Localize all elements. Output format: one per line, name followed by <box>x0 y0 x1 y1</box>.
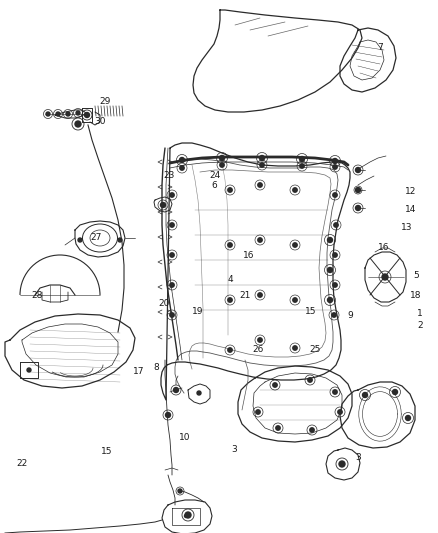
Text: 18: 18 <box>410 292 422 301</box>
Circle shape <box>260 163 264 167</box>
Circle shape <box>180 166 184 170</box>
Circle shape <box>75 121 81 127</box>
Circle shape <box>170 253 174 257</box>
Text: 15: 15 <box>101 448 113 456</box>
Text: 26: 26 <box>252 345 264 354</box>
Text: 20: 20 <box>158 300 170 309</box>
Circle shape <box>258 238 262 242</box>
Circle shape <box>258 183 262 187</box>
Circle shape <box>258 338 262 342</box>
Circle shape <box>300 164 304 168</box>
Text: 6: 6 <box>211 181 217 190</box>
Circle shape <box>76 111 80 115</box>
Circle shape <box>259 156 265 160</box>
Circle shape <box>328 268 332 272</box>
Circle shape <box>293 346 297 350</box>
Circle shape <box>334 223 338 227</box>
Text: 13: 13 <box>401 223 413 232</box>
Circle shape <box>197 391 201 395</box>
Circle shape <box>300 157 304 161</box>
Circle shape <box>333 193 337 197</box>
Circle shape <box>66 112 70 116</box>
Text: 16: 16 <box>243 251 255 260</box>
Text: 25: 25 <box>309 345 321 354</box>
Circle shape <box>333 283 337 287</box>
Circle shape <box>339 461 345 467</box>
Circle shape <box>46 112 50 116</box>
Circle shape <box>258 293 262 297</box>
Circle shape <box>220 163 224 167</box>
Circle shape <box>228 348 232 352</box>
Text: 22: 22 <box>16 458 28 467</box>
Circle shape <box>328 297 332 303</box>
Circle shape <box>184 514 187 518</box>
Circle shape <box>160 203 166 207</box>
Text: 23: 23 <box>163 171 175 180</box>
Circle shape <box>333 390 337 394</box>
Text: 17: 17 <box>133 367 145 376</box>
Circle shape <box>118 238 122 242</box>
Circle shape <box>332 158 338 164</box>
Circle shape <box>170 193 174 197</box>
Text: 2: 2 <box>417 321 423 330</box>
Circle shape <box>333 165 337 169</box>
Circle shape <box>178 489 182 493</box>
Circle shape <box>406 416 410 421</box>
Circle shape <box>333 253 337 257</box>
Circle shape <box>356 167 360 173</box>
Text: 4: 4 <box>227 276 233 285</box>
Circle shape <box>166 413 170 417</box>
Circle shape <box>185 512 191 518</box>
Circle shape <box>332 313 336 317</box>
Text: 30: 30 <box>94 117 106 126</box>
Circle shape <box>273 383 277 387</box>
Circle shape <box>293 188 297 192</box>
Circle shape <box>308 378 312 382</box>
Circle shape <box>27 368 31 372</box>
Circle shape <box>338 410 342 414</box>
Text: 3: 3 <box>231 446 237 455</box>
Text: 24: 24 <box>209 171 221 180</box>
Text: 16: 16 <box>378 244 390 253</box>
Circle shape <box>228 243 232 247</box>
Text: 9: 9 <box>347 311 353 320</box>
Text: 27: 27 <box>90 233 102 243</box>
Circle shape <box>293 243 297 247</box>
Circle shape <box>56 112 60 116</box>
Text: 28: 28 <box>31 290 42 300</box>
Text: 8: 8 <box>153 362 159 372</box>
Circle shape <box>356 206 360 211</box>
Circle shape <box>392 390 398 394</box>
Text: 10: 10 <box>179 433 191 442</box>
Text: 14: 14 <box>405 206 417 214</box>
Circle shape <box>256 410 260 414</box>
Circle shape <box>356 188 360 192</box>
Circle shape <box>293 298 297 302</box>
Circle shape <box>180 157 184 163</box>
Circle shape <box>85 112 89 117</box>
Circle shape <box>228 188 232 192</box>
Circle shape <box>276 426 280 430</box>
Text: 15: 15 <box>305 306 317 316</box>
Circle shape <box>173 387 179 392</box>
Circle shape <box>219 156 225 160</box>
Circle shape <box>170 313 174 317</box>
Circle shape <box>328 238 332 243</box>
Circle shape <box>310 428 314 432</box>
Text: 12: 12 <box>405 187 417 196</box>
Text: 19: 19 <box>192 308 204 317</box>
Text: 29: 29 <box>99 98 111 107</box>
Text: 5: 5 <box>413 271 419 280</box>
Circle shape <box>382 274 388 280</box>
Text: 1: 1 <box>417 309 423 318</box>
Circle shape <box>78 238 82 242</box>
Text: 7: 7 <box>377 44 383 52</box>
Text: 3: 3 <box>355 454 361 463</box>
Circle shape <box>363 392 367 398</box>
Text: 21: 21 <box>239 290 251 300</box>
Circle shape <box>228 298 232 302</box>
Circle shape <box>170 223 174 227</box>
Circle shape <box>170 283 174 287</box>
